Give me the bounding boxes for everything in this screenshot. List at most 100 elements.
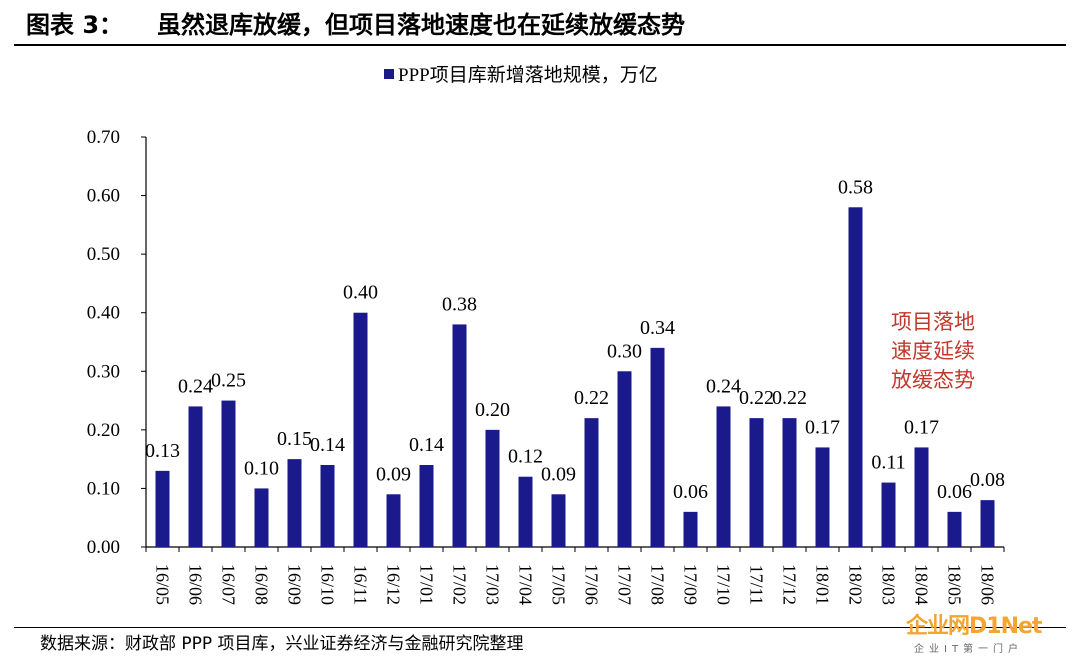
y-tick-label: 0.20 [87,420,120,441]
x-tick-label: 17/04 [516,564,536,605]
data-label: 0.58 [838,176,873,198]
bar [749,418,764,547]
y-tick-label: 0.00 [87,537,120,558]
x-tick-label: 18/04 [912,564,932,605]
y-tick-label: 0.70 [87,127,120,148]
data-labels: 0.130.240.250.100.150.140.400.090.140.38… [145,176,1005,503]
data-label: 0.24 [706,375,741,397]
x-tick-label: 17/10 [714,564,734,605]
data-label: 0.17 [805,416,840,438]
source-note: 数据来源：财政部 PPP 项目库，兴业证券经济与金融研究院整理 [40,634,524,654]
x-tick-label: 16/05 [153,564,173,605]
legend-swatch [384,69,394,79]
data-label: 0.20 [475,399,510,421]
y-tick-label: 0.50 [87,244,120,265]
data-label: 0.24 [178,375,213,397]
x-tick-label: 17/01 [417,564,437,605]
annotation-line: 速度延续 [891,339,975,363]
x-tick-label: 16/10 [318,564,338,605]
bar [188,406,203,547]
figure-label: 图表 3： [26,11,124,39]
data-label: 0.09 [541,463,576,485]
bar [584,418,599,547]
data-label: 0.22 [739,387,774,409]
bar [980,500,995,547]
bar [221,400,236,547]
data-label: 0.08 [970,469,1005,491]
y-axis: 0.00 0.10 0.20 0.30 0.40 0.50 0.60 0.70 [87,127,147,558]
data-label: 0.12 [508,446,543,468]
bar [716,406,731,547]
data-label: 0.09 [376,463,411,485]
title-rule [14,44,1066,46]
bar [155,470,170,547]
y-tick-label: 0.40 [87,303,120,324]
bar-series [155,207,995,548]
footer-rule [14,627,1066,628]
bar [683,511,698,547]
data-label: 0.10 [244,457,279,479]
bar [485,429,500,547]
bar [815,447,830,547]
x-tick-label: 17/02 [450,564,470,605]
x-tick-label: 16/09 [285,564,305,605]
data-label: 0.06 [937,481,972,503]
bar [881,482,896,547]
bar [914,447,929,547]
bar [353,312,368,547]
figure-title: 图表 3： 虽然退库放缓，但项目落地速度也在延续放缓态势 [26,6,1066,44]
x-tick-label: 17/06 [582,564,602,605]
x-tick-label: 16/07 [219,564,239,605]
x-tick-label: 17/05 [549,564,569,605]
bar [386,494,401,547]
bar [419,465,434,547]
data-label: 0.25 [211,370,246,392]
data-label: 0.40 [343,282,378,304]
bar [518,476,533,547]
x-tick-label: 18/06 [978,564,998,605]
data-label: 0.06 [673,481,708,503]
data-label: 0.17 [904,416,939,438]
data-label: 0.34 [640,317,675,339]
x-tick-label: 17/11 [747,565,767,605]
bar [551,494,566,547]
watermark-sub: 企业IT第一门户 [914,644,1024,655]
x-tick-label: 18/03 [879,564,899,605]
y-tick-label: 0.10 [87,478,120,499]
x-tick-label: 17/03 [483,564,503,605]
data-label: 0.15 [277,428,312,450]
bar [617,371,632,547]
x-tick-label: 18/05 [945,564,965,605]
data-label: 0.22 [772,387,807,409]
legend: PPP项目库新增落地规模，万亿 [384,64,658,86]
x-tick-label: 16/12 [384,564,404,605]
bar [650,347,665,547]
y-tick-label: 0.30 [87,361,120,382]
data-label: 0.14 [310,434,345,456]
bar [947,511,962,547]
figure-title-text: 虽然退库放缓，但项目落地速度也在延续放缓态势 [157,11,686,39]
data-label: 0.22 [574,387,609,409]
bar [287,459,302,547]
data-label: 0.11 [871,452,905,474]
data-label: 0.14 [409,434,444,456]
bar [848,207,863,548]
x-tick-label: 16/11 [351,565,371,605]
bar-chart: PPP项目库新增落地规模，万亿 0.00 0.10 0.20 0.30 0.40 0.50… [87,64,1005,605]
x-tick-label: 16/06 [186,564,206,605]
bar [782,418,797,547]
x-tick-label: 18/01 [813,564,833,605]
bar [254,488,269,547]
watermark-logo: 企业网D1Net 企业IT第一门户 [906,612,1076,658]
data-label: 0.13 [145,440,180,462]
bar [320,465,335,547]
x-tick-label: 17/09 [681,564,701,605]
x-tick-label: 16/08 [252,564,272,605]
annotation-line: 项目落地 [891,310,975,334]
bar [452,324,467,547]
x-tick-label: 18/02 [846,564,866,605]
annotation-line: 放缓态势 [891,368,975,392]
x-tick-label: 17/12 [780,564,800,605]
y-tick-label: 0.60 [87,186,120,207]
